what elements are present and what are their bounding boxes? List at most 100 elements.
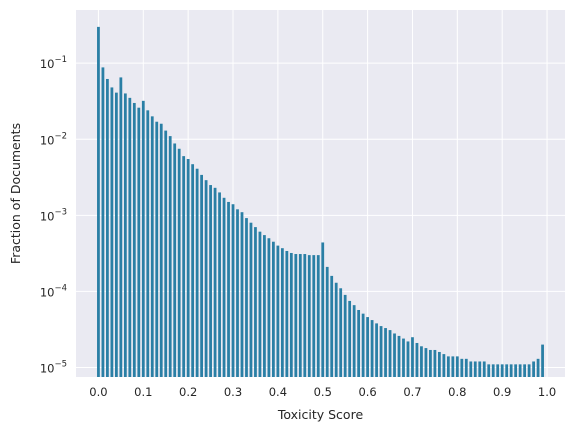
histogram-bar <box>128 97 132 378</box>
histogram-bar <box>321 242 325 377</box>
x-tick-labels: 0.0 0.1 0.2 0.3 0.4 0.5 0.6 0.7 0.8 0.9 1.0 <box>89 385 556 399</box>
histogram-bar <box>384 328 387 377</box>
x-tick-label: 0.0 <box>89 385 107 399</box>
histogram-bar <box>478 361 482 377</box>
histogram-bar <box>258 231 262 377</box>
y-tick-labels: 10−5 10−4 10−3 10−2 10−1 <box>40 55 67 375</box>
histogram-bar <box>388 330 392 377</box>
histogram-bar <box>204 180 208 377</box>
histogram-bar <box>173 143 177 377</box>
histogram-bar <box>123 93 127 377</box>
x-axis-label: Toxicity Score <box>277 407 364 422</box>
histogram-bar <box>97 26 100 377</box>
histogram-bar <box>218 192 221 377</box>
histogram-bar <box>267 238 271 377</box>
histogram-bar <box>500 364 504 377</box>
histogram-bar <box>420 346 423 377</box>
histogram-bar <box>191 164 195 377</box>
histogram-bar <box>298 254 302 377</box>
histogram-bar <box>106 78 109 377</box>
histogram-bar <box>137 107 141 377</box>
histogram-bar <box>348 300 352 377</box>
histogram-bar <box>415 342 419 377</box>
histogram-bar <box>164 130 168 377</box>
x-tick-label: 0.3 <box>224 385 242 399</box>
x-tick-label: 0.9 <box>493 385 511 399</box>
histogram-bar <box>424 348 428 377</box>
histogram-bar <box>451 356 455 377</box>
histogram-bar <box>168 136 172 377</box>
histogram-bar <box>460 358 464 377</box>
histogram-bar <box>307 255 311 377</box>
histogram-bar <box>150 116 154 377</box>
histogram-bar <box>280 248 284 377</box>
x-tick-label: 0.1 <box>134 385 152 399</box>
histogram-bar <box>227 201 230 377</box>
histogram-bar <box>316 255 320 377</box>
y-tick-label: 10−3 <box>40 207 67 223</box>
histogram-bar <box>330 275 334 377</box>
histogram-bar <box>482 361 486 377</box>
histogram-bar <box>532 361 535 377</box>
histogram-bar <box>527 364 531 377</box>
histogram-bar <box>186 159 190 377</box>
y-tick-label: 10−5 <box>40 359 67 375</box>
histogram-bar <box>159 123 163 377</box>
y-tick-label: 10−2 <box>40 131 67 147</box>
histogram-bar <box>518 364 522 377</box>
histogram-bar <box>245 218 248 377</box>
histogram-bar <box>146 110 150 377</box>
histogram-bar <box>541 344 544 377</box>
histogram-bar <box>496 364 500 377</box>
histogram-bar <box>379 326 383 377</box>
histogram-bar <box>141 100 145 377</box>
histogram-bar <box>352 305 356 377</box>
histogram-bar <box>375 323 378 377</box>
histogram-bar <box>177 148 181 377</box>
histogram-bar <box>505 364 509 377</box>
histogram-bar <box>285 250 289 377</box>
histogram-bar <box>523 364 527 377</box>
histogram-bar <box>464 358 468 377</box>
histogram-bar <box>114 92 118 377</box>
histogram-bar <box>276 245 280 377</box>
histogram-bar <box>411 337 414 377</box>
histogram-bar <box>433 349 437 377</box>
histogram-bar <box>446 356 450 377</box>
histogram-bar <box>254 227 257 377</box>
x-tick-label: 0.7 <box>403 385 421 399</box>
histogram-bar <box>231 204 235 377</box>
x-tick-label: 1.0 <box>538 385 556 399</box>
histogram-bar <box>473 361 477 377</box>
y-tick-label: 10−1 <box>40 55 67 71</box>
histogram-bar <box>213 187 217 377</box>
histogram-bar <box>437 351 441 377</box>
histogram-bar <box>442 354 446 377</box>
histogram-bar <box>101 67 105 378</box>
histogram-bar <box>119 77 123 377</box>
histogram-bar <box>361 313 365 377</box>
y-tick-label: 10−4 <box>40 283 67 299</box>
histogram-bar <box>132 102 136 378</box>
histogram-bar <box>155 121 159 377</box>
histogram-bar <box>236 209 239 377</box>
histogram-bar <box>303 254 307 377</box>
histogram-bar <box>195 168 199 377</box>
histogram-bar <box>222 197 226 377</box>
histogram-bar <box>110 87 114 378</box>
histogram-bar <box>312 255 316 377</box>
histogram-bar <box>240 212 244 377</box>
histogram-bar <box>209 185 212 377</box>
histogram-bar <box>200 174 203 377</box>
histogram-bar <box>370 320 374 377</box>
histogram-bar <box>487 364 491 377</box>
histogram-bar <box>393 333 396 377</box>
histogram-bar <box>294 254 298 377</box>
histogram-bar <box>536 358 540 377</box>
histogram-bar <box>455 356 459 377</box>
x-tick-label: 0.8 <box>448 385 466 399</box>
histogram-bar <box>397 335 401 377</box>
histogram-bar <box>509 364 513 377</box>
